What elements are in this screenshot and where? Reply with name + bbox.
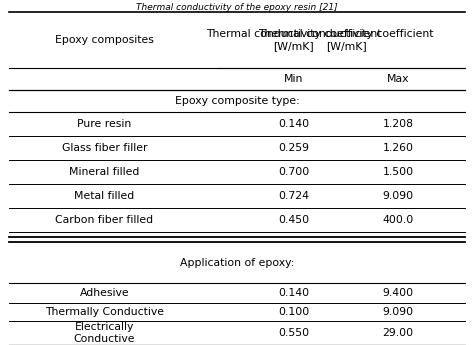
Text: 0.700: 0.700 — [278, 167, 310, 177]
Text: Pure resin: Pure resin — [77, 119, 131, 129]
Text: Glass fiber filler: Glass fiber filler — [62, 143, 147, 153]
Text: Thermal conductivity coefficient
[W/mK]: Thermal conductivity coefficient [W/mK] — [206, 29, 382, 51]
Text: Min: Min — [284, 74, 303, 84]
Text: 9.400: 9.400 — [383, 288, 414, 298]
Text: 0.724: 0.724 — [278, 191, 310, 201]
Text: 0.100: 0.100 — [278, 307, 310, 317]
Text: Max: Max — [387, 74, 410, 84]
Text: Application of epoxy:: Application of epoxy: — [180, 257, 294, 267]
Text: 1.500: 1.500 — [383, 167, 414, 177]
Text: Mineral filled: Mineral filled — [69, 167, 139, 177]
Text: Thermal conductivity coefficient
[W/mK]: Thermal conductivity coefficient [W/mK] — [258, 29, 434, 51]
Text: 1.260: 1.260 — [383, 143, 414, 153]
Text: Electrically
Conductive: Electrically Conductive — [73, 322, 135, 344]
Text: 29.00: 29.00 — [383, 328, 414, 338]
Text: Epoxy composite type:: Epoxy composite type: — [174, 96, 300, 106]
Text: Thermally Conductive: Thermally Conductive — [45, 307, 164, 317]
Text: 0.140: 0.140 — [278, 119, 310, 129]
Text: Thermal conductivity of the epoxy resin [21]: Thermal conductivity of the epoxy resin … — [136, 2, 338, 11]
Text: Metal filled: Metal filled — [74, 191, 135, 201]
Text: 0.259: 0.259 — [278, 143, 310, 153]
Text: 9.090: 9.090 — [383, 307, 414, 317]
Text: 0.550: 0.550 — [278, 328, 310, 338]
Text: 0.140: 0.140 — [278, 288, 310, 298]
Text: Epoxy composites: Epoxy composites — [55, 35, 154, 45]
Text: 9.090: 9.090 — [383, 191, 414, 201]
Text: 0.450: 0.450 — [278, 215, 310, 225]
Text: Adhesive: Adhesive — [80, 288, 129, 298]
Text: 1.208: 1.208 — [383, 119, 414, 129]
Text: Carbon fiber filled: Carbon fiber filled — [55, 215, 154, 225]
Text: 400.0: 400.0 — [383, 215, 414, 225]
